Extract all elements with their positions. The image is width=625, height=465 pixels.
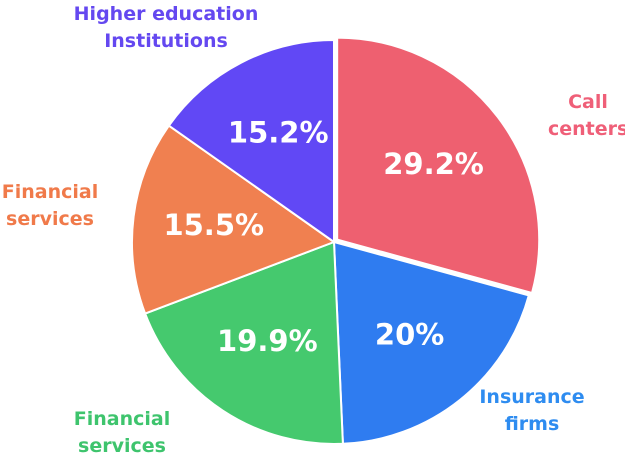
pie-slice	[167, 38, 335, 244]
value-label: 19.9%	[217, 324, 318, 358]
pie-slice	[332, 240, 531, 445]
value-label: 29.2%	[383, 147, 484, 181]
value-label: 15.5%	[163, 208, 264, 242]
pie-slice	[143, 240, 344, 445]
category-label: Insurance firms	[479, 386, 585, 435]
category-label: Financial services	[73, 408, 171, 457]
category-label: Call centers	[548, 91, 625, 140]
category-label: Financial services	[1, 181, 99, 230]
value-label: 15.2%	[228, 115, 329, 149]
value-label: 20%	[375, 318, 444, 352]
category-label: Higher education Institutions	[73, 3, 259, 52]
pie-slice	[131, 124, 337, 315]
pie-slice	[336, 36, 541, 295]
